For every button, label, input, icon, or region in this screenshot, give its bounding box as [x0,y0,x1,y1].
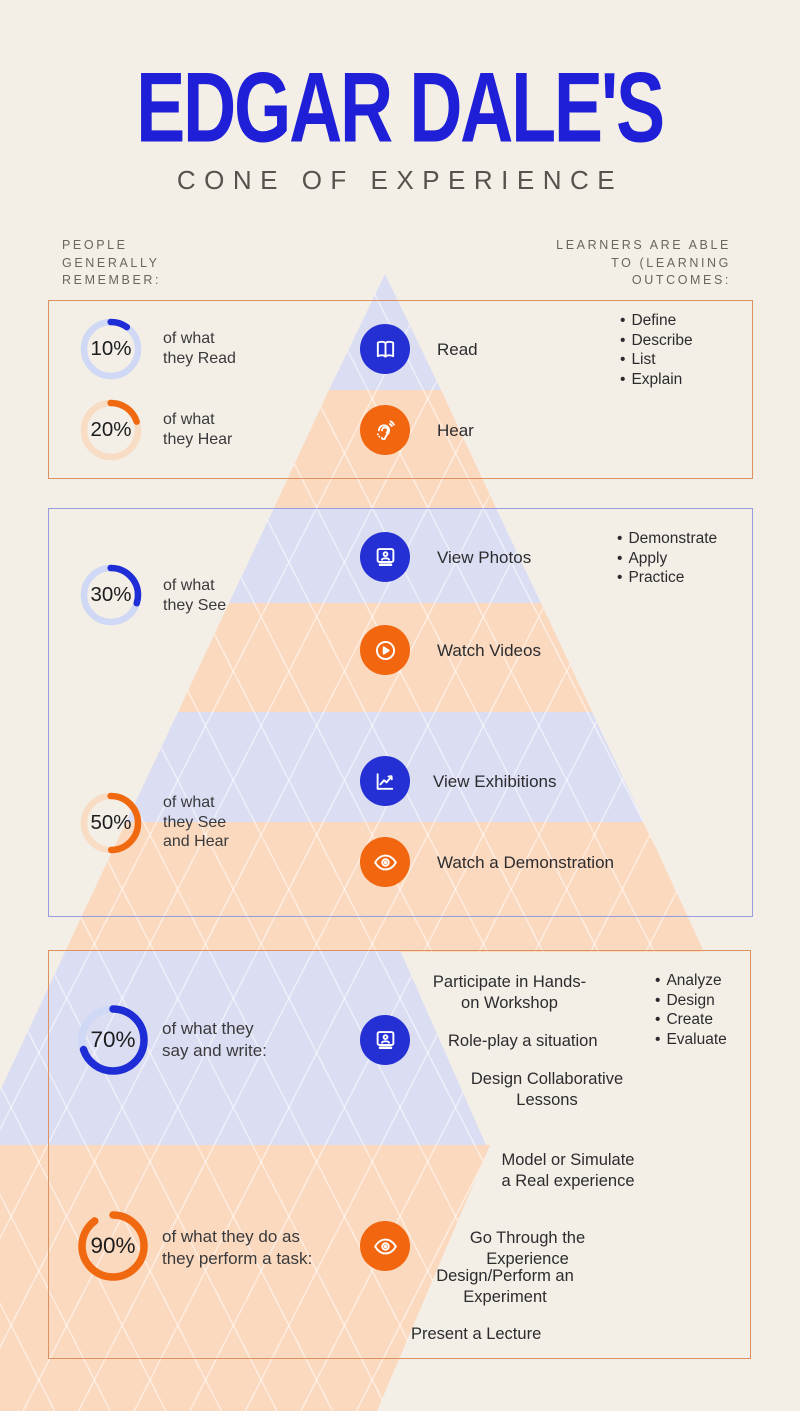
stat-donut-20: 20% [77,396,145,464]
percent-label: 10% [90,337,132,360]
outcome-item: • Apply [617,549,668,567]
section-frame-3 [48,950,751,1359]
outcome-item: • Define [620,312,677,329]
hear-icon-badge [360,405,410,455]
outcome-item: • Practice [617,569,685,586]
stat-caption-10: of what they Read [163,330,236,367]
line-chart-icon [376,772,393,790]
bullet-glyph: • [620,312,626,329]
activity-model-simulate: Model or Simulate a Real experience [501,1151,635,1190]
page-title: EDGAR DALE'S [136,51,666,164]
outcome-item: • List [620,351,656,368]
right-column-header: LEARNERS ARE ABLE TO (LEARNING OUTCOMES: [556,238,731,287]
perform-task-icon-badge [360,1221,410,1271]
read-icon-badge [360,324,410,374]
item-label-watch-demo: Watch a Demonstration [437,853,614,872]
outcome-item: • Describe [620,331,693,349]
outcome-item: • Design [655,991,715,1009]
stat-caption-30: of what they See [163,577,227,614]
watch-videos-icon-badge [360,625,410,675]
play-video-icon [375,640,395,660]
bullet-glyph: • [655,972,661,989]
item-label-read: Read [437,340,478,359]
stat-caption-70: of what they say and write: [162,1019,267,1060]
outcome-item: • Explain [620,370,683,388]
ear-listening-icon [376,419,395,440]
donut-arc [78,1005,148,1075]
stat-caption-50: of what they See and Hear [163,794,229,850]
activity-role-play: Role-play a situation [448,1032,598,1050]
donut-arc [80,399,142,461]
percent-label: 90% [90,1233,136,1258]
left-column-header: PEOPLE GENERALLY REMEMBER: [62,238,162,287]
stat-donut-70: 70% [74,1001,152,1079]
section-frame-1 [48,300,753,479]
stat-donut-10: 10% [77,315,145,383]
eye-icon [373,1238,397,1254]
outcome-item: • Analyze [655,972,722,989]
activity-design-experiment: Design/Perform an Experiment [436,1267,574,1306]
bullet-glyph: • [620,351,626,368]
activity-present-lecture: Present a Lecture [411,1325,542,1343]
activity-go-through-experience: Go Through the Experience [469,1229,586,1268]
role-play-icon-badge [360,1015,410,1065]
open-book-icon [376,340,394,358]
outcomes-list-3: • Analyze • Design • Create • Evaluate [655,971,727,1049]
activity-hands-on-workshop: Participate in Hands- on Workshop [432,973,587,1012]
percent-label: 70% [90,1027,136,1052]
bullet-glyph: • [655,1030,661,1048]
eye-icon [373,854,397,870]
donut-arc [80,318,142,380]
photo-portrait-icon [376,547,394,566]
outcome-item: • Evaluate [655,1030,727,1048]
view-photos-icon-badge [360,532,410,582]
bullet-glyph: • [617,530,623,547]
stat-caption-20: of what they Hear [163,411,233,448]
percent-label: 50% [90,811,132,834]
outcomes-list-2: • Demonstrate • Apply • Practice [617,529,717,588]
outcomes-list-1: • Define • Describe • List • Explain [620,311,693,389]
stat-donut-90: 90% [74,1207,152,1285]
outcome-item: • Create [655,1011,713,1028]
item-label-view-exhibitions: View Exhibitions [433,772,557,791]
watch-demo-icon-badge [360,837,410,887]
section-frame-2 [48,508,753,917]
bullet-glyph: • [655,991,661,1009]
donut-arc [80,564,142,626]
stat-caption-90: of what they do as they perform a task: [162,1227,313,1268]
item-label-hear: Hear [437,421,474,440]
bullet-glyph: • [655,1011,661,1028]
bullet-glyph: • [617,569,623,586]
outcome-item: • Demonstrate [617,530,718,547]
photo-portrait-icon [376,1030,394,1049]
bullet-glyph: • [620,331,626,349]
page-subtitle: CONE OF EXPERIENCE [176,165,624,195]
stat-donut-30: 30% [77,561,145,629]
donut-arc [80,792,142,854]
stat-donut-50: 50% [77,789,145,857]
item-label-view-photos: View Photos [437,548,532,567]
bullet-glyph: • [620,370,626,388]
view-exhibitions-icon-badge [360,756,410,806]
activity-collaborative-lessons: Design Collaborative Lessons [470,1070,624,1109]
percent-label: 20% [90,418,132,441]
item-label-watch-videos: Watch Videos [437,641,541,660]
donut-arc [78,1211,148,1281]
percent-label: 30% [90,583,132,606]
bullet-glyph: • [617,549,623,567]
